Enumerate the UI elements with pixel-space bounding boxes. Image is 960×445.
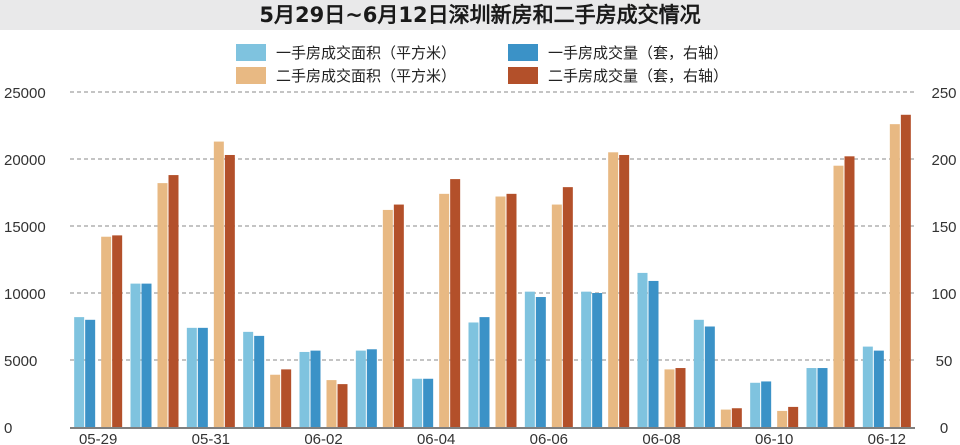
bar-05-30-s0: [130, 283, 141, 427]
x-tick-label: 05-31: [192, 431, 230, 445]
bar-06-10-s3: [788, 406, 799, 427]
bar-06-08-s0: [637, 272, 648, 427]
bar-06-09-s1: [704, 326, 715, 427]
x-tick-label: 06-10: [755, 431, 793, 445]
bar-06-03-s2: [382, 209, 393, 427]
y-right-tick-label: 0: [940, 420, 948, 437]
bar-05-30-s2: [157, 183, 168, 427]
y-left-tick-label: 15000: [4, 219, 46, 236]
bar-06-07-s0: [581, 291, 592, 427]
y-right-tick-label: 200: [931, 152, 956, 169]
legend-swatch: [236, 44, 266, 61]
bar-06-01-s0: [243, 331, 254, 427]
bar-05-29-s1: [85, 319, 96, 427]
bar-06-10-s0: [750, 382, 761, 427]
y-right-tick-label: 150: [931, 219, 956, 236]
bar-06-06-s0: [524, 291, 535, 427]
bar-06-10-s1: [761, 381, 772, 427]
bar-06-04-s2: [439, 193, 450, 427]
legend: 一手房成交面积（平方米） 一手房成交量（套，右轴） 二手房成交面积（平方米） 二…: [236, 43, 796, 89]
bar-06-07-s1: [592, 293, 603, 427]
bar-06-07-s3: [619, 154, 630, 428]
bar-05-30-s3: [168, 175, 179, 427]
y-right-tick-label: 100: [931, 286, 956, 303]
y-left-tick-label: 5000: [4, 353, 37, 370]
legend-label: 二手房成交面积（平方米）: [276, 67, 457, 85]
legend-swatch: [508, 67, 538, 84]
bar-05-31-s2: [213, 141, 224, 427]
legend-item-new-count: 一手房成交量（套，右轴）: [508, 43, 728, 64]
bar-06-06-s2: [551, 204, 562, 427]
bar-06-05-s0: [468, 322, 479, 427]
bar-06-01-s1: [254, 335, 265, 427]
y-right-tick-label: 50: [936, 353, 953, 370]
legend-swatch: [508, 44, 538, 61]
bar-05-29-s3: [112, 235, 123, 427]
bars: [74, 114, 911, 428]
bar-06-05-s1: [479, 317, 490, 427]
bar-06-01-s2: [270, 374, 281, 427]
bar-05-29-s0: [74, 317, 85, 427]
bar-06-11-s2: [833, 165, 844, 427]
bar-06-05-s2: [495, 196, 506, 427]
bar-06-10-s2: [777, 410, 788, 427]
bar-06-09-s0: [693, 319, 704, 427]
bar-06-12-s3: [900, 114, 911, 427]
bar-05-31-s1: [197, 327, 208, 427]
bar-06-09-s3: [731, 408, 742, 427]
bar-06-07-s2: [608, 152, 619, 428]
y-left-tick-label: 0: [4, 420, 12, 437]
bar-06-08-s2: [664, 369, 675, 427]
x-tick-label: 06-04: [417, 431, 455, 445]
y-left-tick-label: 25000: [4, 85, 46, 102]
bar-06-12-s2: [889, 124, 900, 427]
bar-06-02-s3: [337, 384, 348, 427]
bar-06-04-s0: [412, 378, 423, 427]
legend-item-second-area: 二手房成交面积（平方米）: [236, 66, 456, 87]
bar-06-02-s1: [310, 350, 321, 427]
axes: 0 0 5000 50 10000 100 15000 150 20000 200 25000 250…: [4, 85, 957, 445]
bar-06-04-s1: [423, 378, 434, 427]
chart-title: 5月29日~6月12日深圳新房和二手房成交情况: [259, 3, 701, 27]
bar-06-02-s2: [326, 380, 337, 427]
legend-label: 一手房成交量（套，右轴）: [548, 44, 729, 62]
legend-item-new-area: 一手房成交面积（平方米）: [236, 43, 456, 64]
x-tick-label: 06-06: [530, 431, 568, 445]
gridlines: [70, 91, 915, 361]
bar-05-29-s2: [101, 236, 112, 427]
title-bar: [0, 0, 960, 30]
bar-06-11-s1: [817, 368, 828, 427]
x-tick-label: 06-12: [868, 431, 906, 445]
bar-06-05-s3: [506, 193, 517, 427]
bar-06-08-s3: [675, 368, 686, 427]
legend-label: 二手房成交量（套，右轴）: [548, 67, 729, 85]
bar-06-03-s3: [393, 204, 404, 427]
bar-05-30-s1: [141, 283, 152, 427]
y-right-tick-label: 250: [931, 85, 956, 102]
y-left-tick-label: 10000: [4, 286, 46, 303]
bar-06-06-s3: [562, 187, 573, 427]
bar-06-04-s3: [450, 179, 461, 427]
bar-06-09-s2: [720, 409, 731, 427]
bar-06-12-s1: [873, 350, 884, 427]
bar-06-03-s0: [355, 350, 366, 427]
legend-label: 一手房成交面积（平方米）: [276, 44, 457, 62]
bar-06-06-s1: [535, 297, 546, 427]
bar-06-11-s3: [844, 156, 855, 427]
bar-06-02-s0: [299, 351, 310, 427]
bar-05-31-s3: [224, 154, 235, 428]
y-left-tick-label: 20000: [4, 152, 46, 169]
bar-06-11-s0: [806, 368, 817, 427]
bar-06-08-s1: [648, 280, 659, 427]
x-tick-label: 06-02: [304, 431, 342, 445]
bar-06-03-s1: [366, 349, 377, 427]
legend-swatch: [236, 67, 266, 84]
x-tick-label: 06-08: [642, 431, 680, 445]
legend-item-second-count: 二手房成交量（套，右轴）: [508, 66, 728, 87]
bar-05-31-s0: [186, 327, 197, 427]
x-tick-label: 05-29: [79, 431, 117, 445]
bar-06-12-s0: [862, 346, 873, 427]
bar-06-01-s3: [281, 369, 292, 427]
